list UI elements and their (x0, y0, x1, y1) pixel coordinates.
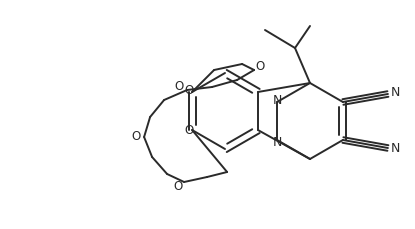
Text: N: N (272, 93, 282, 106)
Text: O: O (132, 131, 141, 144)
Text: N: N (391, 87, 400, 99)
Text: N: N (391, 142, 400, 155)
Text: O: O (174, 81, 184, 93)
Text: O: O (173, 180, 183, 193)
Text: O: O (184, 85, 194, 98)
Text: N: N (272, 136, 282, 148)
Text: O: O (184, 125, 194, 137)
Text: O: O (256, 60, 265, 74)
